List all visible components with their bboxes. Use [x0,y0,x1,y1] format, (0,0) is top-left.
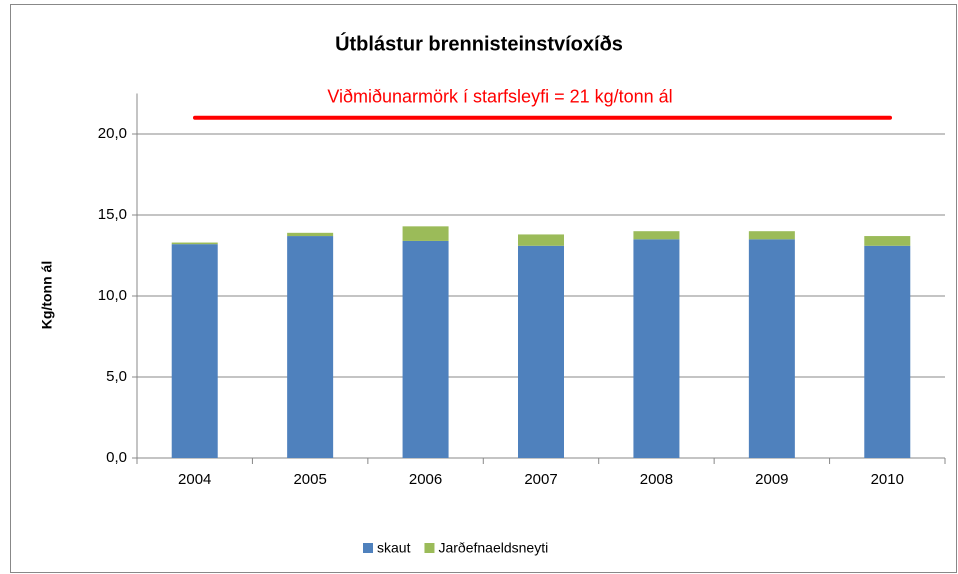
bar-segment [518,245,564,458]
bar-segment [171,244,218,458]
x-tick-label: 2004 [178,471,211,488]
y-tick-label: 15,0 [98,206,127,223]
x-tick-label: 2006 [409,471,442,488]
bar-segment [402,226,449,241]
bar-segment [864,236,911,246]
bar-segment [633,231,680,240]
legend-label: skaut [377,540,411,556]
y-tick-label: 20,0 [98,125,127,142]
reference-label: Viðmiðunarmörk í starfsleyfi = 21 kg/ton… [327,87,672,107]
y-tick-label: 10,0 [98,287,127,304]
legend-swatch [424,543,435,553]
y-tick-label: 0,0 [106,449,127,466]
y-axis-label: Kg/tonn ál [39,261,55,329]
bar-segment [633,239,680,458]
bar-segment [287,232,334,237]
x-tick-label: 2010 [871,471,904,488]
bar-segment [402,240,449,458]
legend-label: Jarðefnaeldsneyti [438,540,548,556]
bar-segment [287,236,334,458]
x-tick-label: 2005 [293,471,326,488]
x-tick-label: 2008 [640,471,673,488]
bar-segment [748,239,795,458]
bar-segment [518,234,564,246]
y-tick-label: 5,0 [106,368,127,385]
bar-segment [171,242,218,245]
legend-swatch [363,543,373,553]
bar-segment [748,231,795,240]
chart-title: Útblástur brennisteinstvíoxíðs [335,31,623,55]
x-tick-label: 2009 [755,471,788,488]
bar-segment [864,245,911,458]
chart-border [10,4,957,573]
x-tick-label: 2007 [524,471,557,488]
